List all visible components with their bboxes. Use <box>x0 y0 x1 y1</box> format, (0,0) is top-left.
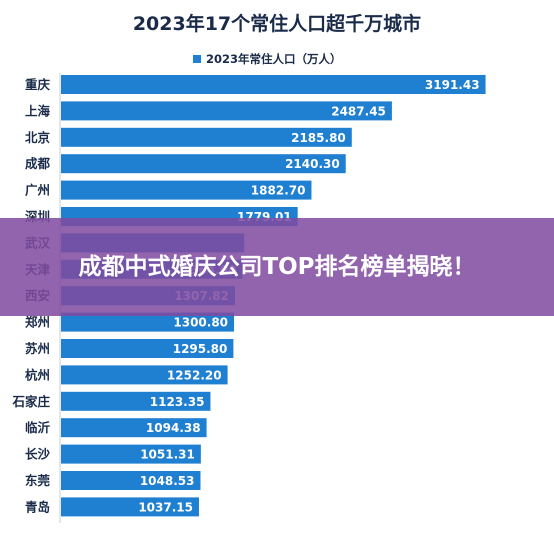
bar-value-label: 1051.31 <box>140 448 195 462</box>
category-label: 临沂 <box>25 420 51 435</box>
bar <box>61 101 392 121</box>
bar-value-label: 1300.80 <box>173 316 228 330</box>
overlay-banner: 成都中式婚庆公司TOP排名榜单揭晓！ <box>0 218 554 316</box>
bar <box>61 418 207 438</box>
bar <box>61 391 211 411</box>
bar-value-label: 3191.43 <box>425 78 480 92</box>
category-label: 广州 <box>25 183 50 198</box>
bar <box>61 75 486 94</box>
category-label: 郑州 <box>25 315 50 330</box>
category-label: 长沙 <box>25 447 51 462</box>
category-label: 成都 <box>25 156 51 171</box>
category-label: 上海 <box>25 103 51 118</box>
category-label: 青岛 <box>25 499 50 514</box>
bar <box>61 312 235 332</box>
bar <box>61 180 312 200</box>
legend-label: 2023年常住人口（万人） <box>206 52 342 66</box>
category-label: 石家庄 <box>11 394 50 409</box>
category-label: 北京 <box>25 130 51 145</box>
legend-swatch <box>193 55 201 63</box>
bar-value-label: 1123.35 <box>150 395 205 409</box>
chart-legend: 2023年常住人口（万人） <box>193 52 342 66</box>
bar <box>61 339 234 358</box>
category-label: 杭州 <box>25 367 50 382</box>
bar-value-label: 1037.15 <box>138 500 193 514</box>
bar <box>61 471 201 490</box>
bar-value-label: 1295.80 <box>173 342 228 356</box>
category-label: 苏州 <box>25 341 50 356</box>
overlay-title: 成都中式婚庆公司TOP排名榜单揭晓！ <box>78 254 476 280</box>
bar-value-label: 1252.20 <box>167 368 222 382</box>
bar <box>61 444 201 464</box>
chart-title: 2023年17个常住人口超千万城市 <box>133 12 421 35</box>
category-label: 东莞 <box>25 473 51 488</box>
bar <box>61 497 199 517</box>
bar-value-label: 2185.80 <box>291 131 346 145</box>
bar-value-label: 1094.38 <box>146 421 201 435</box>
bar <box>61 127 352 147</box>
bar <box>61 365 228 385</box>
bar <box>61 154 346 174</box>
bar-value-label: 2140.30 <box>285 157 340 171</box>
bar-value-label: 1882.70 <box>251 184 306 198</box>
bar-value-label: 2487.45 <box>331 104 386 118</box>
category-label: 重庆 <box>25 77 51 92</box>
bar-value-label: 1048.53 <box>140 474 195 488</box>
